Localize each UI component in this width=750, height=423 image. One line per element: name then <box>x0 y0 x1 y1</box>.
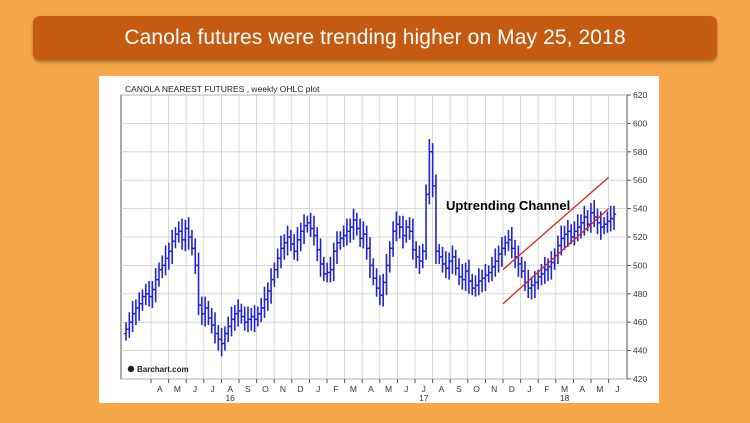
x-tick-label: F <box>333 384 338 394</box>
x-tick-label: J <box>615 384 619 394</box>
channel-lower-line <box>502 208 610 305</box>
x-tick-label: J <box>422 384 426 394</box>
y-tick-label: 560 <box>633 175 647 185</box>
x-tick-label: O <box>473 384 480 394</box>
chart-panel: CANOLA NEAREST FUTURES , weekly OHLC plo… <box>99 76 659 403</box>
chart-title: CANOLA NEAREST FUTURES , weekly OHLC plo… <box>125 84 320 94</box>
x-tick-label: M <box>596 384 603 394</box>
barchart-logo-icon <box>127 365 135 373</box>
x-tick-label: A <box>157 384 163 394</box>
channel-annotation: Uptrending Channel <box>446 198 570 213</box>
x-tick-label: A <box>439 384 445 394</box>
x-tick-label: D <box>509 384 515 394</box>
banner-title: Canola futures were trending higher on M… <box>124 26 626 49</box>
x-tick-label: A <box>368 384 374 394</box>
x-tick-label: D <box>298 384 304 394</box>
y-tick-label: 480 <box>633 289 647 299</box>
x-tick-label: J <box>316 384 320 394</box>
x-year-label: 17 <box>419 393 429 403</box>
x-tick-label: N <box>491 384 497 394</box>
uptrend-channel <box>502 176 610 305</box>
y-tick-label: 520 <box>633 232 647 242</box>
x-tick-label: J <box>210 384 214 394</box>
x-tick-label: A <box>227 384 233 394</box>
y-axis: 420 440 460 480 500 520 540 560 580 600 620 <box>627 90 647 384</box>
y-tick-label: 420 <box>633 374 647 384</box>
x-year-label: 18 <box>560 393 570 403</box>
x-tick-label: M <box>385 384 392 394</box>
x-tick-label: J <box>527 384 531 394</box>
x-tick-label: S <box>456 384 462 394</box>
grid <box>121 94 627 380</box>
x-tick-label: S <box>245 384 251 394</box>
x-tick-label: M <box>174 384 181 394</box>
ohlc-chart: CANOLA NEAREST FUTURES , weekly OHLC plo… <box>120 84 647 403</box>
x-tick-label: A <box>579 384 585 394</box>
x-tick-label: M <box>561 384 568 394</box>
y-tick-label: 540 <box>633 204 647 214</box>
x-tick-label: J <box>404 384 408 394</box>
y-tick-label: 460 <box>633 317 647 327</box>
x-tick-label: J <box>193 384 197 394</box>
watermark: Barchart.com <box>137 365 189 374</box>
y-tick-label: 620 <box>633 90 647 100</box>
channel-upper-line <box>502 176 610 271</box>
ohlc-bar <box>611 205 617 230</box>
x-year-label: 16 <box>225 393 235 403</box>
y-tick-label: 600 <box>633 118 647 128</box>
x-tick-label: F <box>544 384 549 394</box>
y-tick-label: 580 <box>633 147 647 157</box>
price-bars <box>123 139 617 357</box>
x-tick-label: M <box>350 384 357 394</box>
x-tick-label: O <box>262 384 269 394</box>
x-axis: A M J J A S O N D J F M A M J J A S O N D J F M A M J 16 17 18 <box>150 379 620 403</box>
x-tick-label: N <box>280 384 286 394</box>
y-tick-label: 440 <box>633 346 647 356</box>
title-banner: Canola futures were trending higher on M… <box>33 16 717 60</box>
y-tick-label: 500 <box>633 260 647 270</box>
